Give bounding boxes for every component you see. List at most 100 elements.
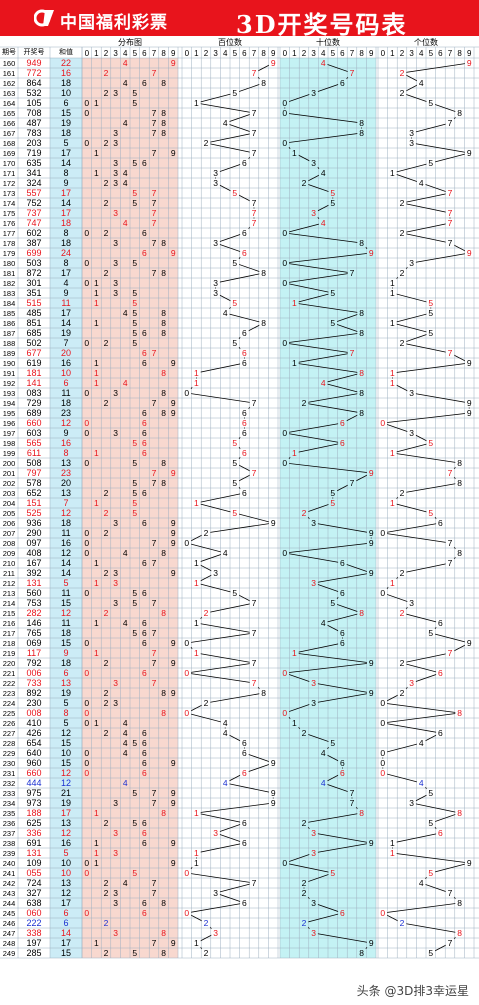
distribution-digit: 7 (152, 468, 157, 478)
position-digit-units: 5 (428, 158, 433, 168)
position-digit-tens: 8 (359, 408, 364, 418)
digit-bg (230, 478, 240, 488)
position-digit-tens: 9 (369, 538, 374, 548)
position-digit-hundreds: 7 (252, 108, 257, 118)
digit-bg (280, 258, 290, 268)
digit-bg (426, 868, 436, 878)
position-digit-units: 3 (409, 388, 414, 398)
issue-cell: 186 (3, 319, 16, 328)
position-digit-units: 0 (380, 718, 385, 728)
position-digit-units: 1 (390, 848, 395, 858)
position-digit-units: 5 (428, 298, 433, 308)
sum-cell: 6 (63, 908, 68, 918)
digit-bg (182, 708, 192, 718)
draw-cell: 783 (26, 128, 41, 138)
header-digit: 5 (133, 49, 138, 58)
distribution-digit: 3 (113, 798, 118, 808)
header-hundreds: 百位数 (218, 37, 242, 47)
draw-cell: 724 (26, 878, 41, 888)
distribution-digit: 1 (94, 808, 99, 818)
position-digit-tens: 5 (330, 598, 335, 608)
issue-cell: 207 (3, 529, 16, 538)
draw-cell: 638 (26, 898, 41, 908)
distribution-digit: 5 (132, 458, 137, 468)
distribution-digit: 8 (161, 548, 166, 558)
position-digit-tens: 8 (359, 328, 364, 338)
digit-bg (299, 728, 309, 738)
distribution-digit: 5 (132, 298, 137, 308)
sum-cell: 12 (61, 828, 71, 838)
sum-cell: 12 (61, 728, 71, 738)
digit-bg (378, 528, 388, 538)
position-digit-tens: 9 (369, 688, 374, 698)
digit-bg (464, 248, 474, 258)
position-digit-hundreds: 4 (223, 778, 228, 788)
digit-bg (338, 438, 347, 448)
distribution-digit: 6 (142, 838, 147, 848)
sum-cell: 20 (61, 478, 71, 488)
distribution-digit: 2 (104, 268, 109, 278)
digit-bg (407, 258, 416, 268)
draw-cell: 864 (26, 78, 41, 88)
digit-bg (192, 938, 201, 948)
sum-cell: 13 (61, 488, 71, 498)
distribution-digit: 1 (94, 578, 99, 588)
distribution-digit: 6 (142, 358, 147, 368)
distribution-digit: 4 (123, 738, 128, 748)
draw-cell: 083 (26, 388, 41, 398)
distribution-digit: 7 (152, 238, 157, 248)
position-digit-tens: 2 (302, 728, 307, 738)
digit-bg (357, 128, 366, 138)
position-digit-units: 1 (390, 318, 395, 328)
draw-cell: 131 (26, 848, 41, 858)
digit-bg (240, 158, 249, 168)
digit-bg (436, 518, 445, 528)
position-digit-units: 3 (409, 428, 414, 438)
draw-cell: 392 (26, 568, 41, 578)
digit-bg (211, 888, 220, 898)
draw-cell: 341 (26, 168, 41, 178)
digit-bg (192, 378, 201, 388)
position-digit-units: 5 (428, 788, 433, 798)
digit-bg (280, 458, 290, 468)
position-digit-hundreds: 4 (223, 718, 228, 728)
distribution-digit: 8 (161, 388, 166, 398)
distribution-digit: 2 (104, 888, 109, 898)
position-digit-tens: 1 (292, 718, 297, 728)
issue-cell: 182 (3, 279, 16, 288)
sum-cell: 18 (61, 658, 71, 668)
draw-cell: 602 (26, 228, 41, 238)
issue-cell: 224 (3, 699, 16, 708)
position-digit-hundreds: 9 (271, 758, 276, 768)
position-digit-hundreds: 2 (204, 138, 209, 148)
position-digit-hundreds: 6 (242, 428, 247, 438)
digit-bg (388, 278, 397, 288)
digit-bg (211, 288, 220, 298)
distribution-digit: 5 (132, 598, 137, 608)
digit-bg (436, 828, 445, 838)
sum-cell: 17 (61, 208, 71, 218)
position-digit-units: 7 (448, 938, 453, 948)
position-digit-hundreds: 9 (271, 798, 276, 808)
draw-cell: 060 (26, 908, 41, 918)
distribution-digit: 7 (152, 678, 157, 688)
position-digit-tens: 6 (340, 438, 345, 448)
issue-cell: 222 (3, 679, 16, 688)
digit-bg (328, 318, 338, 328)
distribution-digit: 9 (171, 838, 176, 848)
position-digit-units: 3 (409, 798, 414, 808)
sum-cell: 17 (61, 808, 71, 818)
digit-bg (182, 908, 192, 918)
position-digit-tens: 5 (330, 498, 335, 508)
issue-cell: 202 (3, 479, 16, 488)
draw-cell: 677 (26, 348, 41, 358)
issue-cell: 160 (3, 59, 16, 68)
position-digit-hundreds: 5 (232, 458, 237, 468)
position-digit-units: 0 (380, 588, 385, 598)
digit-bg (299, 918, 309, 928)
draw-cell: 975 (26, 788, 41, 798)
sum-cell: 10 (61, 368, 71, 378)
digit-bg (268, 58, 278, 68)
position-digit-tens: 4 (321, 58, 326, 68)
issue-cell: 180 (3, 259, 16, 268)
